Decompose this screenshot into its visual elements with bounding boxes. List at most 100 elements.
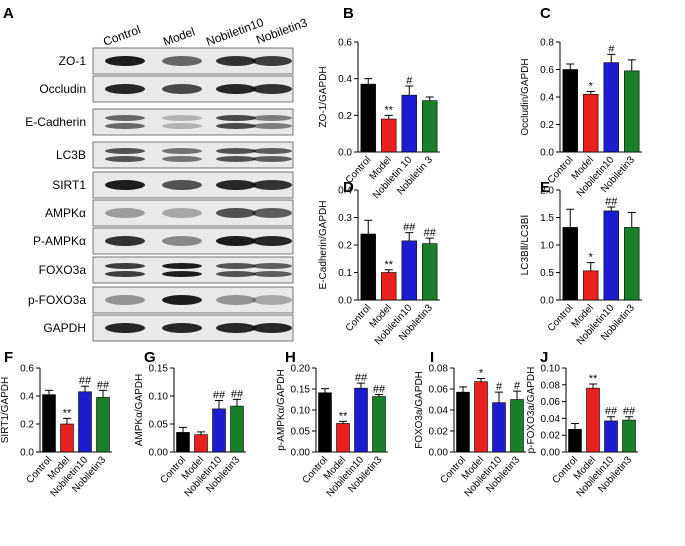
bar bbox=[562, 227, 578, 301]
y-tick-label: 0.5 bbox=[540, 268, 554, 279]
blot-band bbox=[252, 263, 292, 269]
blot-frame bbox=[92, 256, 294, 284]
error-bar bbox=[364, 78, 373, 85]
blot-band bbox=[105, 148, 145, 154]
y-axis-label: SIRT1/GAPDH bbox=[0, 377, 11, 444]
y-tick-label: 0.02 bbox=[429, 427, 449, 438]
blot-band bbox=[252, 148, 292, 154]
error-bar bbox=[364, 219, 373, 234]
error-bar bbox=[589, 383, 597, 389]
blot-band bbox=[216, 236, 256, 246]
bar bbox=[586, 387, 600, 453]
y-axis-label: E-Cadherin/GAPDH bbox=[318, 201, 329, 290]
bar bbox=[624, 70, 640, 153]
y-tick-label: 0.04 bbox=[541, 414, 561, 425]
bar bbox=[78, 391, 92, 453]
blot-band bbox=[216, 84, 256, 94]
x-tick-label: Control bbox=[344, 303, 374, 334]
significance: ## bbox=[231, 388, 244, 400]
blot-band bbox=[216, 323, 256, 333]
significance: ## bbox=[623, 406, 636, 418]
blot-band bbox=[162, 123, 202, 129]
bar bbox=[401, 94, 417, 153]
x-tick-label: Control bbox=[546, 155, 576, 186]
bar bbox=[96, 397, 110, 453]
significance: ** bbox=[384, 104, 393, 116]
y-axis-label: FOXO3a/GAPDH bbox=[414, 371, 425, 449]
blot-band bbox=[216, 148, 256, 154]
error-bar bbox=[233, 398, 241, 407]
blot-band bbox=[105, 271, 145, 277]
significance: ## bbox=[97, 379, 110, 391]
error-bar bbox=[425, 237, 434, 244]
row-label: P-AMPKα bbox=[33, 234, 86, 248]
blot-band bbox=[105, 208, 145, 218]
significance: ## bbox=[424, 227, 437, 239]
error-bar bbox=[45, 389, 53, 395]
bar bbox=[474, 381, 488, 453]
row-label: AMPKα bbox=[45, 206, 86, 220]
error-bar bbox=[384, 269, 393, 273]
y-tick-label: 0.0 bbox=[338, 148, 352, 159]
panel-letter: I bbox=[430, 349, 434, 366]
y-tick-label: 0.10 bbox=[149, 392, 169, 403]
y-tick-label: 0.0 bbox=[20, 448, 34, 459]
y-tick-label: 1.5 bbox=[540, 213, 554, 224]
y-tick-label: 0.0 bbox=[540, 296, 554, 307]
bar bbox=[354, 387, 368, 453]
blot-band bbox=[216, 271, 256, 277]
blot-band bbox=[252, 236, 292, 246]
y-tick-label: 0.00 bbox=[291, 448, 311, 459]
panel-letter: H bbox=[285, 349, 296, 366]
error-bar bbox=[607, 206, 616, 211]
y-tick-label: 2.0 bbox=[540, 186, 554, 197]
y-tick-label: 0.8 bbox=[540, 38, 554, 49]
y-tick-label: 0.15 bbox=[291, 385, 311, 396]
blot-band bbox=[252, 323, 292, 333]
y-tick-label: 0.4 bbox=[338, 74, 352, 85]
y-tick-label: 0.05 bbox=[149, 420, 169, 431]
bar bbox=[510, 399, 524, 453]
bar bbox=[60, 423, 74, 453]
y-tick-label: 0.08 bbox=[541, 380, 561, 391]
significance: ** bbox=[339, 410, 348, 422]
row-label: E-Cadherin bbox=[25, 115, 86, 129]
significance: ## bbox=[373, 383, 386, 395]
lane-label: Control bbox=[101, 22, 142, 48]
bar bbox=[422, 100, 438, 153]
blot-band bbox=[162, 295, 202, 305]
error-bar bbox=[99, 389, 107, 398]
blot-band bbox=[252, 208, 292, 218]
significance: ## bbox=[355, 372, 368, 384]
y-tick-label: 0.2 bbox=[338, 241, 352, 252]
y-tick-label: 0.20 bbox=[291, 364, 311, 375]
error-bar bbox=[586, 91, 595, 95]
blot-band bbox=[216, 123, 256, 129]
blot-band bbox=[252, 295, 292, 305]
bar bbox=[562, 69, 578, 153]
error-bar bbox=[215, 399, 223, 409]
bar bbox=[381, 272, 397, 301]
error-bar bbox=[625, 416, 633, 421]
y-tick-label: 0.04 bbox=[429, 406, 449, 417]
bar bbox=[360, 83, 376, 153]
y-tick-label: 0.6 bbox=[540, 65, 554, 76]
bar bbox=[176, 432, 190, 453]
bar bbox=[372, 396, 386, 453]
error-bar bbox=[459, 386, 467, 393]
bar bbox=[583, 93, 599, 153]
blot-band bbox=[162, 271, 202, 277]
y-axis-label: p-AMPKα/GAPDH bbox=[276, 369, 287, 450]
blot-band bbox=[216, 263, 256, 269]
y-tick-label: 0.02 bbox=[541, 431, 561, 442]
panel-letter: E bbox=[540, 179, 550, 196]
bar bbox=[603, 210, 619, 301]
blot-band bbox=[105, 56, 145, 66]
y-tick-label: 0.4 bbox=[20, 392, 34, 403]
bar bbox=[492, 402, 506, 453]
blot-band bbox=[105, 295, 145, 305]
y-axis-label: ZO-1/GAPDH bbox=[318, 66, 329, 127]
blot-band bbox=[162, 208, 202, 218]
bar bbox=[568, 429, 582, 453]
